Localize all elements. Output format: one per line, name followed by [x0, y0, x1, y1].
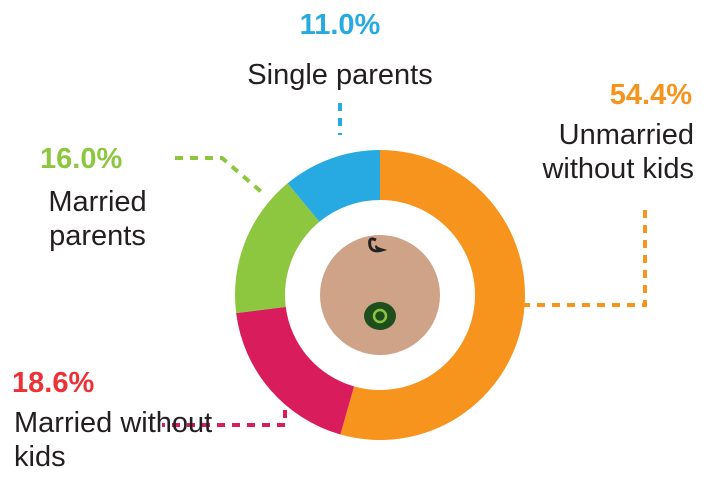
value-label: 11.0% — [240, 8, 440, 42]
category-label: Married parents — [25, 185, 170, 253]
category-label: Single parents — [190, 58, 490, 92]
value-label: 54.4% — [490, 78, 692, 112]
pacifier — [364, 302, 396, 330]
baby-face — [320, 235, 440, 355]
category-label: Married without kids — [14, 406, 214, 474]
leader-line — [175, 158, 265, 195]
value-label: 18.6% — [12, 366, 162, 400]
category-label: Unmarried without kids — [492, 118, 694, 186]
leader-line — [522, 210, 645, 305]
chart: 11.0% Single parents 54.4% Unmarried wit… — [0, 0, 714, 485]
value-label: 16.0% — [40, 142, 160, 176]
